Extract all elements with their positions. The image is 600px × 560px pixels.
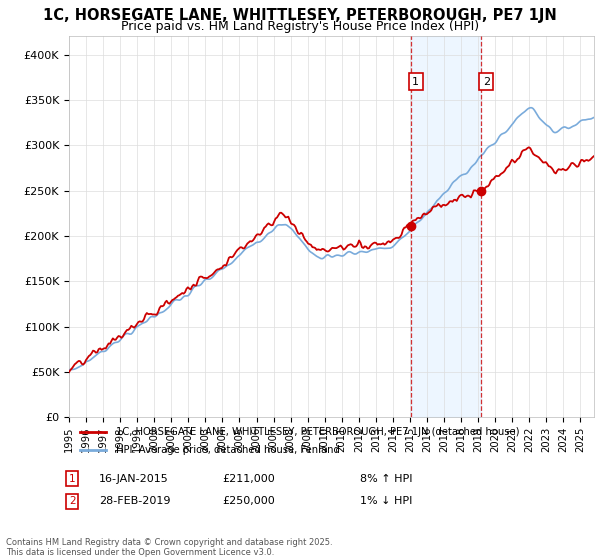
Text: 2: 2 [482,77,490,87]
Text: 1% ↓ HPI: 1% ↓ HPI [360,496,412,506]
Text: 16-JAN-2015: 16-JAN-2015 [99,474,169,484]
Text: £211,000: £211,000 [222,474,275,484]
Text: 2: 2 [69,496,76,506]
Text: 1C, HORSEGATE LANE, WHITTLESEY, PETERBOROUGH, PE7 1JN (detached house): 1C, HORSEGATE LANE, WHITTLESEY, PETERBOR… [116,427,520,437]
Text: 1: 1 [412,77,419,87]
Text: 28-FEB-2019: 28-FEB-2019 [99,496,170,506]
Text: 1: 1 [69,474,76,484]
Text: £250,000: £250,000 [222,496,275,506]
Text: Price paid vs. HM Land Registry's House Price Index (HPI): Price paid vs. HM Land Registry's House … [121,20,479,32]
Text: HPI: Average price, detached house, Fenland: HPI: Average price, detached house, Fenl… [116,445,340,455]
Text: 1C, HORSEGATE LANE, WHITTLESEY, PETERBOROUGH, PE7 1JN: 1C, HORSEGATE LANE, WHITTLESEY, PETERBOR… [43,8,557,24]
Text: 8% ↑ HPI: 8% ↑ HPI [360,474,413,484]
Text: Contains HM Land Registry data © Crown copyright and database right 2025.
This d: Contains HM Land Registry data © Crown c… [6,538,332,557]
